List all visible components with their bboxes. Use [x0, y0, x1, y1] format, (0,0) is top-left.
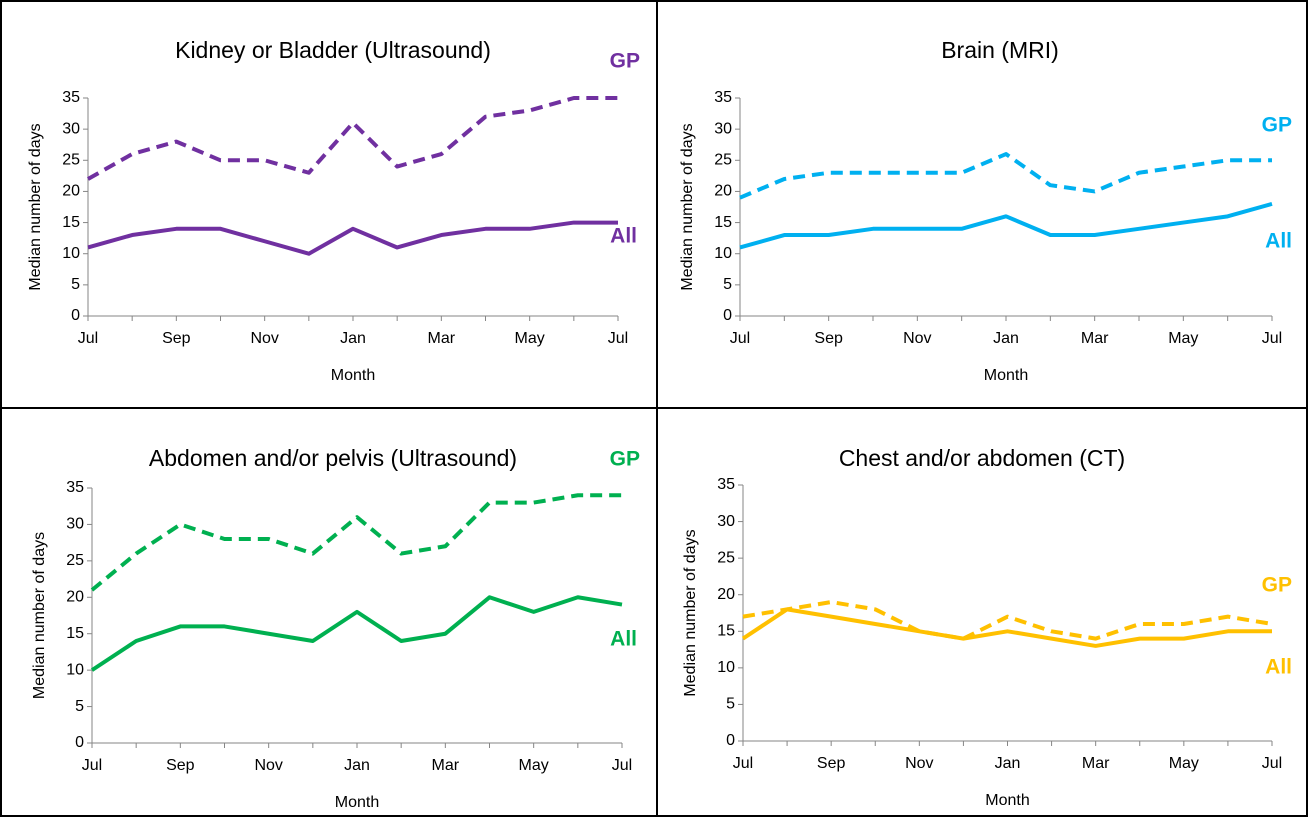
y-tick-label: 35 — [714, 89, 732, 106]
y-tick-label: 10 — [714, 245, 732, 262]
x-tick-label: Jul — [733, 755, 753, 772]
series-label: All — [610, 225, 637, 248]
series-line — [739, 152, 1272, 200]
y-tick-label: 5 — [71, 276, 80, 293]
y-tick-label: 25 — [66, 552, 84, 569]
x-tick-label: Jul — [730, 330, 750, 347]
x-tick-label: Jul — [82, 757, 102, 774]
y-tick-label: 20 — [717, 586, 735, 603]
y-tick-label: 35 — [66, 479, 84, 496]
y-tick-label: 10 — [66, 661, 84, 678]
series-line — [90, 493, 622, 592]
x-tick-label: May — [519, 757, 549, 774]
x-tick-label: Sep — [162, 330, 191, 347]
x-tick-label: Nov — [250, 330, 278, 347]
series-line — [742, 600, 1273, 641]
x-tick-label: May — [515, 330, 545, 347]
y-axis-label: Median number of days — [682, 529, 699, 696]
y-tick-label: 25 — [717, 549, 735, 566]
y-tick-label: 35 — [717, 476, 735, 493]
x-tick-label: Jan — [340, 330, 366, 347]
series-label: GP — [1262, 574, 1292, 597]
x-tick-label: Jul — [1262, 330, 1282, 347]
y-tick-label: 5 — [75, 698, 84, 715]
x-tick-label: Sep — [814, 330, 843, 347]
x-tick-label: Nov — [254, 757, 282, 774]
series-line — [87, 220, 618, 256]
x-tick-label: Sep — [817, 755, 846, 772]
x-tick-label: Mar — [428, 330, 456, 347]
y-tick-label: 5 — [726, 696, 735, 713]
series-label: All — [1265, 230, 1292, 253]
series-line — [90, 595, 623, 672]
y-tick-label: 10 — [62, 245, 80, 262]
series-label: All — [1265, 656, 1292, 679]
x-axis-label: Month — [985, 792, 1029, 809]
y-tick-label: 30 — [62, 120, 80, 137]
x-tick-label: Jul — [612, 757, 632, 774]
y-tick-label: 30 — [717, 513, 735, 530]
x-tick-label: Jul — [608, 330, 628, 347]
y-tick-label: 5 — [723, 276, 732, 293]
chart-title: Brain (MRI) — [941, 37, 1059, 63]
y-tick-label: 35 — [62, 89, 80, 106]
chart-title: Abdomen and/or pelvis (Ultrasound) — [149, 445, 517, 471]
y-axis-label: Median number of days — [27, 123, 44, 290]
x-tick-label: May — [1169, 755, 1199, 772]
x-tick-label: Jan — [995, 755, 1021, 772]
y-tick-label: 10 — [717, 659, 735, 676]
series-label: GP — [1262, 114, 1292, 137]
x-tick-label: Mar — [1081, 330, 1109, 347]
x-tick-label: Sep — [166, 757, 195, 774]
y-tick-label: 25 — [714, 152, 732, 169]
y-tick-label: 25 — [62, 152, 80, 169]
y-tick-label: 20 — [62, 183, 80, 200]
series-label: GP — [610, 50, 640, 73]
y-tick-label: 15 — [714, 214, 732, 231]
y-tick-label: 20 — [66, 589, 84, 606]
x-tick-label: Nov — [903, 330, 931, 347]
x-tick-label: Jan — [993, 330, 1019, 347]
chart-title: Chest and/or abdomen (CT) — [839, 445, 1125, 471]
x-tick-label: Jul — [78, 330, 98, 347]
x-axis-label: Month — [984, 367, 1028, 384]
chart-panel: Brain (MRI) 0 5 10 15 20 25 30 35 Jul Sep Nov Jan Mar… — [679, 37, 1292, 384]
y-tick-label: 30 — [66, 516, 84, 533]
series-line — [87, 96, 618, 181]
chart-panel: Kidney or Bladder (Ultrasound) 0 5 10 15 20 25… — [27, 37, 640, 384]
y-tick-label: 0 — [726, 732, 735, 749]
x-tick-label: Nov — [905, 755, 933, 772]
y-axis-label: Median number of days — [679, 123, 696, 290]
y-tick-label: 15 — [66, 625, 84, 642]
y-tick-label: 0 — [723, 307, 732, 324]
x-tick-label: Mar — [432, 757, 460, 774]
y-tick-label: 0 — [71, 307, 80, 324]
x-axis-label: Month — [331, 367, 375, 384]
chart-panel: Chest and/or abdomen (CT) 0 5 10 15 20 25 30 35 J… — [682, 445, 1292, 809]
chart-title: Kidney or Bladder (Ultrasound) — [175, 37, 491, 63]
y-axis-label: Median number of days — [31, 532, 48, 699]
x-tick-label: May — [1168, 330, 1198, 347]
y-tick-label: 15 — [62, 214, 80, 231]
y-tick-label: 0 — [75, 734, 84, 751]
series-line — [739, 201, 1273, 250]
x-axis-label: Month — [335, 794, 379, 811]
series-label: GP — [610, 448, 640, 471]
x-tick-label: Jul — [1262, 755, 1282, 772]
y-tick-label: 20 — [714, 183, 732, 200]
series-line — [741, 607, 1272, 648]
chart-panel: Abdomen and/or pelvis (Ultrasound) 0 5 10 15… — [31, 445, 640, 811]
series-label: All — [610, 628, 637, 651]
y-tick-label: 30 — [714, 120, 732, 137]
x-tick-label: Mar — [1082, 755, 1110, 772]
x-tick-label: Jan — [344, 757, 370, 774]
y-tick-label: 15 — [717, 623, 735, 640]
